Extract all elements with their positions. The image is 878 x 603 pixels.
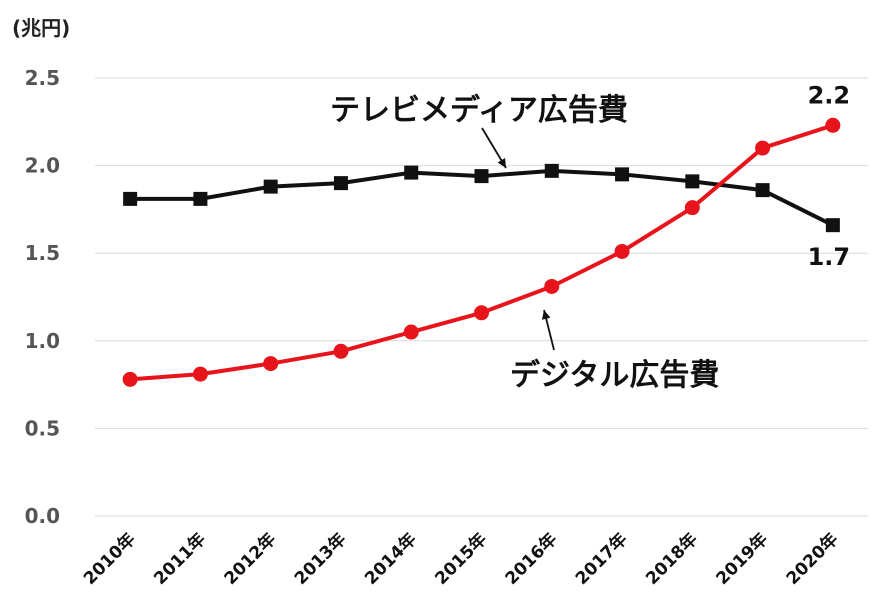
tv-data-point	[825, 218, 840, 233]
x-tick-label: 2015年	[431, 529, 491, 589]
y-tick-label: 2.5	[25, 66, 60, 90]
y-tick-label: 0.0	[25, 504, 60, 528]
tv-data-point	[123, 191, 138, 206]
tv-data-point	[263, 179, 278, 194]
digital-data-point	[614, 243, 630, 259]
digital-callout-arrow-head	[541, 310, 551, 320]
digital-data-point	[825, 117, 841, 133]
x-tick-label: 2013年	[290, 529, 350, 589]
digital-data-point	[333, 343, 349, 359]
x-tick-label: 2020年	[782, 529, 842, 589]
end-value-label: 1.7	[808, 243, 851, 271]
tv-data-point	[544, 163, 559, 178]
tv-data-point	[404, 165, 419, 180]
data-labels: 2.2 1.7	[808, 81, 851, 271]
digital-data-point	[474, 305, 489, 321]
y-tick-label: 0.5	[25, 416, 60, 440]
series-markers	[122, 117, 841, 387]
y-tick-label: 1.5	[25, 241, 60, 265]
x-axis-ticks: 2010年 2011年 2012年 2013年 2014年 2015年 2016年 2017年…	[79, 529, 842, 589]
digital-data-point	[403, 324, 419, 340]
x-tick-label: 2017年	[571, 529, 631, 589]
digital-data-point	[684, 200, 700, 216]
tv-data-point	[474, 169, 489, 184]
digital-data-point	[544, 278, 560, 294]
digital-data-point	[122, 371, 138, 387]
y-axis-ticks: 0.0 0.5 1.0 1.5 2.0 2.5	[25, 66, 60, 528]
tv-data-point	[615, 167, 630, 182]
y-tick-label: 2.0	[25, 154, 60, 178]
digital-data-point	[192, 366, 208, 382]
tv-data-point	[333, 176, 348, 191]
x-tick-label: 2012年	[220, 529, 280, 589]
tv-data-point	[193, 191, 208, 206]
tv-data-point	[685, 174, 700, 189]
tv-data-point	[755, 183, 770, 198]
x-tick-label: 2019年	[712, 529, 772, 589]
x-tick-label: 2018年	[642, 529, 702, 589]
tv-series-label: テレビメディア広告費	[330, 93, 628, 128]
x-tick-label: 2011年	[150, 529, 210, 589]
y-axis-unit-label: (兆円)	[12, 16, 71, 40]
digital-data-point	[755, 140, 771, 156]
series-callout-arrows	[481, 127, 555, 351]
digital-data-point	[263, 356, 279, 372]
x-tick-label: 2016年	[501, 529, 561, 589]
end-value-label: 2.2	[808, 81, 851, 109]
x-tick-label: 2014年	[360, 529, 420, 589]
digital-series-label: デジタル広告費	[510, 358, 719, 393]
y-tick-label: 1.0	[25, 329, 60, 353]
grid-lines	[95, 77, 868, 517]
tv-callout-arrow-head	[497, 158, 506, 168]
x-tick-label: 2010年	[79, 529, 139, 589]
